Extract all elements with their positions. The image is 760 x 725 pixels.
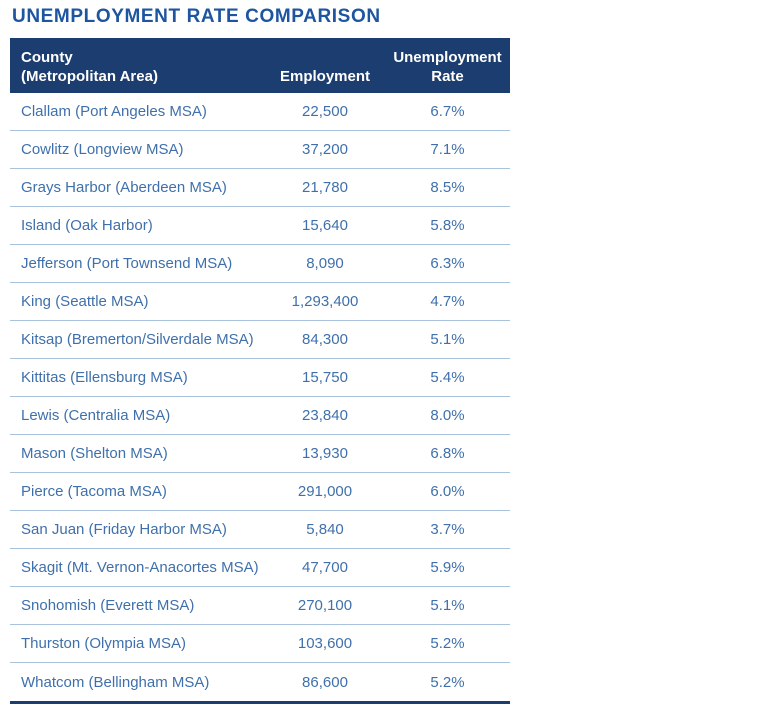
cell-employment: 13,930 [302, 445, 348, 462]
cell-unemployment-rate: 5.1% [430, 597, 465, 614]
table-row: Pierce (Tacoma MSA) 291,000 6.0% [10, 473, 510, 511]
cell-employment: 270,100 [297, 597, 353, 614]
table-body: Clallam (Port Angeles MSA) 22,500 6.7% Cowl… [10, 93, 510, 704]
cell-employment: 5,840 [306, 521, 344, 538]
page-title: UNEMPLOYMENT RATE COMPARISON [12, 6, 381, 27]
cell-unemployment-rate: 5.1% [430, 331, 465, 348]
cell-county: Cowlitz (Longview MSA) [21, 141, 184, 158]
cell-employment: 22,500 [302, 103, 348, 120]
column-header-county-line2: (Metropolitan Area) [21, 67, 158, 85]
cell-unemployment-rate: 5.2% [430, 635, 465, 652]
cell-unemployment-rate: 5.8% [430, 217, 465, 234]
table-row: Cowlitz (Longview MSA) 37,200 7.1% [10, 131, 510, 169]
table-row: Kittitas (Ellensburg MSA) 15,750 5.4% [10, 359, 510, 397]
cell-employment: 47,700 [302, 559, 348, 576]
unemployment-table: County (Metropolitan Area) Employment Un… [10, 38, 510, 704]
table-row: Grays Harbor (Aberdeen MSA) 21,780 8.5% [10, 169, 510, 207]
cell-employment: 86,600 [302, 673, 348, 691]
column-header-county: County (Metropolitan Area) [10, 49, 265, 86]
cell-unemployment-rate: 6.3% [430, 255, 465, 272]
cell-unemployment-rate: 4.7% [430, 293, 465, 310]
cell-county: Grays Harbor (Aberdeen MSA) [21, 179, 227, 196]
cell-county: Clallam (Port Angeles MSA) [21, 103, 207, 120]
cell-unemployment-rate: 5.9% [430, 559, 465, 576]
cell-employment: 103,600 [297, 635, 353, 652]
cell-employment: 15,640 [302, 217, 348, 234]
table-row: Island (Oak Harbor) 15,640 5.8% [10, 207, 510, 245]
cell-county: Pierce (Tacoma MSA) [21, 483, 167, 500]
table-header-row: County (Metropolitan Area) Employment Un… [10, 38, 510, 93]
cell-employment: 21,780 [302, 179, 348, 196]
table-row: Thurston (Olympia MSA) 103,600 5.2% [10, 625, 510, 663]
cell-employment: 84,300 [302, 331, 348, 348]
column-header-employment: Employment [279, 67, 370, 85]
cell-employment: 15,750 [302, 369, 348, 386]
cell-county: Kitsap (Bremerton/Silverdale MSA) [21, 331, 254, 348]
table-row: Whatcom (Bellingham MSA) 86,600 5.2% [10, 663, 510, 701]
cell-county: King (Seattle MSA) [21, 293, 149, 310]
cell-unemployment-rate: 3.7% [430, 521, 465, 538]
cell-county: Kittitas (Ellensburg MSA) [21, 369, 188, 386]
cell-employment: 23,840 [302, 407, 348, 424]
table-row: Lewis (Centralia MSA) 23,840 8.0% [10, 397, 510, 435]
cell-county: Snohomish (Everett MSA) [21, 597, 195, 614]
column-header-unemployment-rate: Unemployment Rate [385, 49, 510, 86]
table-row: Kitsap (Bremerton/Silverdale MSA) 84,300 5… [10, 321, 510, 359]
cell-employment: 8,090 [306, 255, 344, 272]
cell-county: San Juan (Friday Harbor MSA) [21, 521, 227, 538]
cell-employment: 291,000 [297, 483, 353, 500]
column-header-rate-line1: Unemployment [393, 49, 502, 67]
cell-employment: 37,200 [302, 141, 348, 158]
column-header-county-line1: County [21, 49, 73, 67]
cell-county: Jefferson (Port Townsend MSA) [21, 255, 233, 272]
cell-unemployment-rate: 6.0% [430, 483, 465, 500]
cell-county: Thurston (Olympia MSA) [21, 635, 187, 652]
cell-unemployment-rate: 5.2% [430, 673, 465, 691]
cell-unemployment-rate: 7.1% [430, 141, 465, 158]
table-row: Skagit (Mt. Vernon-Anacortes MSA) 47,700 5… [10, 549, 510, 587]
cell-unemployment-rate: 6.7% [430, 103, 465, 120]
table-row: Clallam (Port Angeles MSA) 22,500 6.7% [10, 93, 510, 131]
table-row: King (Seattle MSA) 1,293,400 4.7% [10, 283, 510, 321]
table-row: Mason (Shelton MSA) 13,930 6.8% [10, 435, 510, 473]
cell-unemployment-rate: 6.8% [430, 445, 465, 462]
column-header-rate-line2: Rate [431, 67, 464, 85]
cell-county: Lewis (Centralia MSA) [21, 407, 171, 424]
cell-county: Skagit (Mt. Vernon-Anacortes MSA) [21, 559, 259, 576]
cell-employment: 1,293,400 [291, 293, 359, 310]
cell-unemployment-rate: 8.0% [430, 407, 465, 424]
cell-county: Whatcom (Bellingham MSA) [21, 673, 210, 691]
cell-county: Mason (Shelton MSA) [21, 445, 168, 462]
table-row: Snohomish (Everett MSA) 270,100 5.1% [10, 587, 510, 625]
table-row: Jefferson (Port Townsend MSA) 8,090 6.3% [10, 245, 510, 283]
cell-unemployment-rate: 8.5% [430, 179, 465, 196]
cell-unemployment-rate: 5.4% [430, 369, 465, 386]
cell-county: Island (Oak Harbor) [21, 217, 153, 234]
table-row: San Juan (Friday Harbor MSA) 5,840 3.7% [10, 511, 510, 549]
